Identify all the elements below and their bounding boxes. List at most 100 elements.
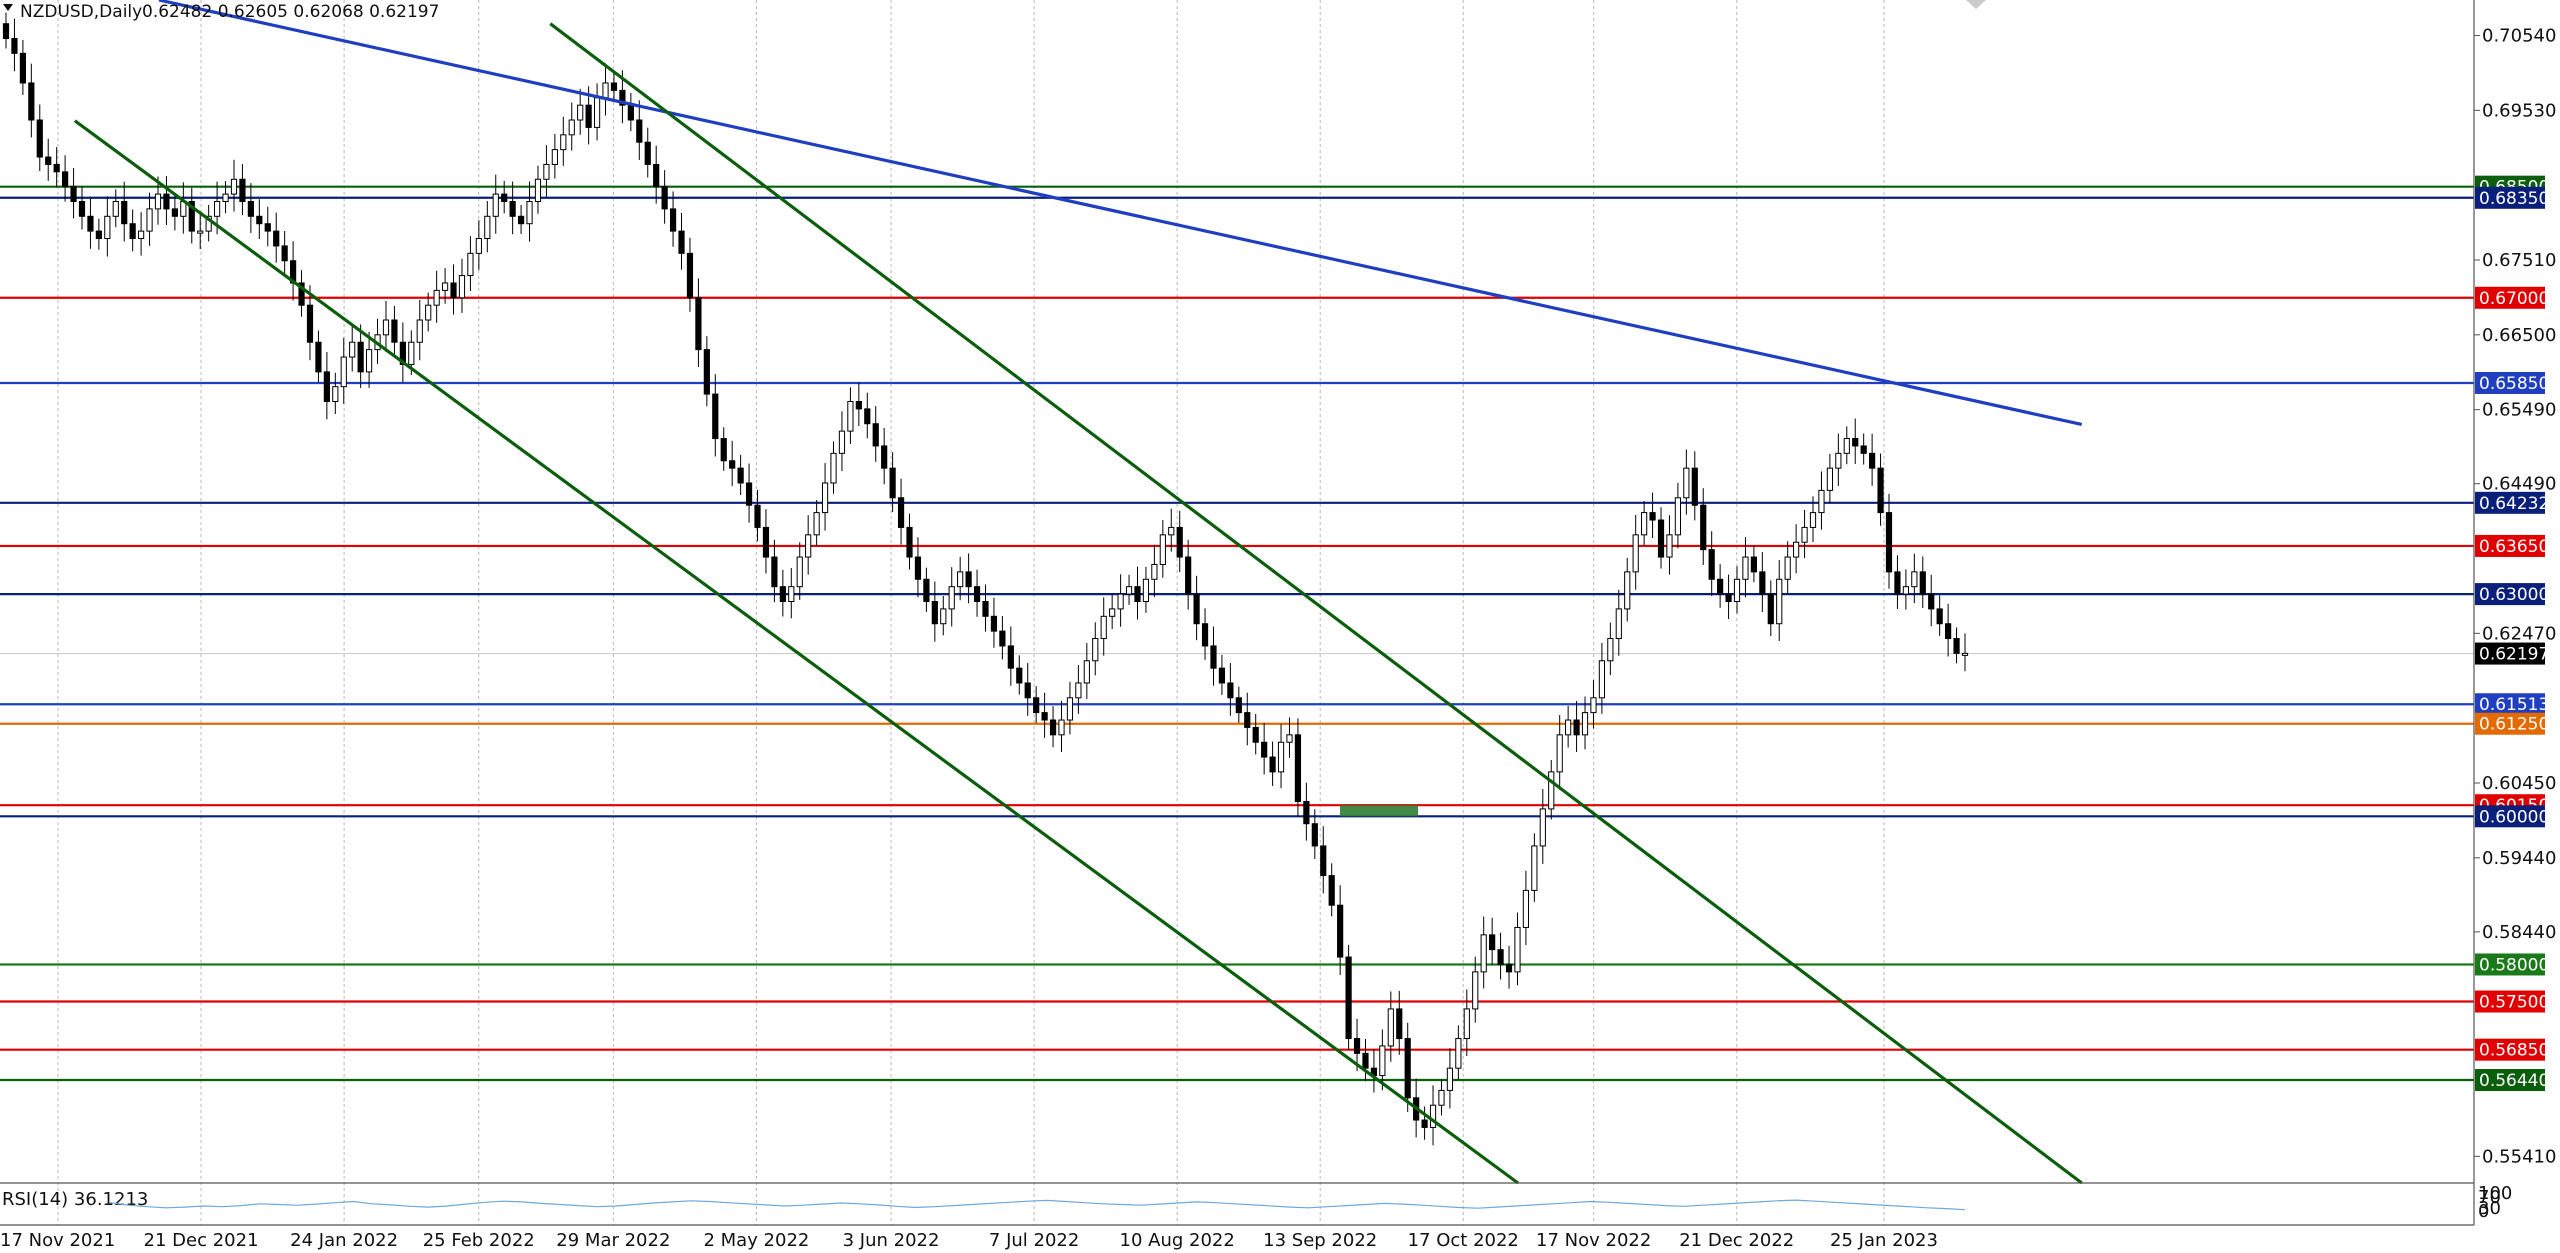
candle-body [197, 230, 204, 234]
candle-body [864, 408, 871, 425]
candle-body [408, 341, 415, 365]
candle-body [1776, 578, 1783, 625]
candle-body [247, 200, 254, 217]
candle-body [610, 82, 618, 91]
current-price-tag [2475, 642, 2545, 665]
candle-body [11, 38, 18, 54]
candle-body [1750, 556, 1758, 573]
level-tag-label: 0.56850 [2479, 1041, 2549, 1061]
x-tick-label: 25 Jan 2023 [1830, 1230, 1938, 1251]
candle-body [1590, 697, 1597, 714]
candle-body [534, 178, 542, 202]
candle-body [306, 304, 314, 343]
candle-body [745, 482, 753, 506]
candle-body [686, 252, 694, 299]
candle-body [1869, 452, 1876, 469]
level-tags: 0.685000.683500.670000.658500.642320.636… [2475, 175, 2549, 1092]
candle-body [619, 89, 626, 106]
candle-body [653, 163, 660, 188]
candle-body [703, 349, 710, 395]
candle-body [644, 141, 651, 165]
candle-body [560, 134, 567, 151]
candle-body [399, 341, 406, 365]
candle-body [636, 119, 643, 143]
level-tag [2475, 805, 2545, 828]
candle-body [332, 386, 339, 402]
candle-body [433, 289, 440, 306]
candle-body [441, 282, 449, 291]
x-tick-label: 3 Jun 2022 [843, 1230, 940, 1251]
candle-body [1514, 926, 1521, 973]
candle-body [154, 193, 162, 210]
candle-body [779, 586, 786, 603]
highlight-zone [1340, 805, 1418, 817]
candle-body [1109, 608, 1116, 617]
candle-body [771, 556, 778, 588]
candle-body [222, 193, 229, 202]
candle-body [509, 200, 516, 217]
candle-body [458, 275, 466, 299]
candle-body [1328, 875, 1335, 906]
level-tag-label: 0.61250 [2479, 715, 2549, 735]
candle-body [965, 571, 972, 588]
candle-body [450, 282, 457, 299]
candle-body [19, 52, 26, 84]
y-tick-label: 0.66500 [2482, 325, 2556, 346]
candle-body [931, 601, 938, 625]
rsi-level-label: 0 [2478, 1201, 2489, 1222]
candle-body [796, 556, 803, 588]
candle-body [239, 178, 246, 202]
candle-body [129, 223, 136, 240]
candle-body [957, 571, 964, 588]
candle-body [923, 578, 930, 603]
candle-body [838, 430, 846, 454]
candle-body [1379, 1045, 1386, 1077]
candle-body [1826, 467, 1833, 491]
collapse-triangle-icon[interactable] [3, 4, 13, 11]
candle-body [2, 23, 10, 40]
candle-body [1598, 660, 1606, 699]
rsi-line [109, 1199, 1966, 1211]
candle-body [1176, 526, 1183, 558]
candle-body [1725, 593, 1732, 603]
candle-body [1429, 1104, 1437, 1128]
candle-body [517, 215, 525, 225]
candle-body [1683, 467, 1690, 499]
candle-body [1767, 593, 1774, 625]
candle-body [1708, 549, 1715, 580]
candle-body [1438, 1089, 1445, 1106]
time-scale: 17 Nov 2021 21 Dec 2021 24 Jan 2022 25 Feb … [0, 0, 2475, 1251]
candle-body [914, 556, 922, 580]
level-tag [2475, 693, 2545, 716]
current-price-label: 0.62197 [2479, 645, 2549, 665]
candle-body [762, 526, 770, 558]
candle-body [1244, 712, 1251, 728]
y-tick-label: 0.62470 [2482, 623, 2556, 644]
candle-body [53, 163, 60, 173]
level-tag [2475, 286, 2545, 309]
candle-body [121, 200, 128, 225]
level-tag [2475, 583, 2545, 606]
candle-body [661, 186, 668, 210]
candle-body [948, 586, 955, 610]
candle-body [1581, 712, 1589, 736]
candle-body [382, 319, 390, 336]
candle-body [1193, 593, 1200, 625]
candle-body [889, 467, 896, 499]
x-tick-label: 24 Jan 2022 [290, 1230, 398, 1251]
trendline [549, 22, 2083, 1185]
x-tick-label: 17 Nov 2022 [1536, 1230, 1651, 1251]
x-tick-label: 17 Oct 2022 [1408, 1230, 1519, 1251]
candle-body [138, 230, 145, 240]
candle-body [1455, 1038, 1462, 1069]
level-tag-label: 0.63650 [2479, 537, 2549, 557]
x-tick-label: 17 Nov 2021 [0, 1230, 115, 1251]
candle-body [1843, 438, 1850, 454]
candle-body [627, 104, 634, 121]
candle-body [1421, 1119, 1428, 1128]
candle-body [1168, 526, 1175, 536]
candle-body [1252, 726, 1259, 743]
candle-body [1649, 512, 1656, 521]
